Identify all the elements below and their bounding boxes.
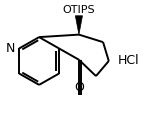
Text: O: O (74, 81, 84, 94)
Polygon shape (75, 16, 83, 35)
Text: HCl: HCl (117, 54, 139, 67)
Text: OTIPS: OTIPS (63, 5, 95, 15)
Text: N: N (6, 42, 15, 55)
